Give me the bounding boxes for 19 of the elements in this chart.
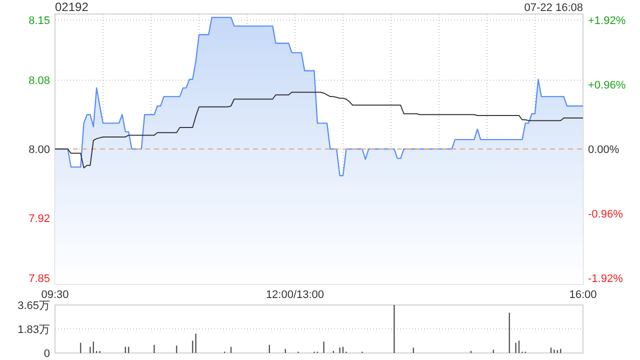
y-tick-label: 8.00 xyxy=(28,144,50,156)
x-tick-label: 12:00/13:00 xyxy=(266,289,324,301)
y2-tick-label: -1.92% xyxy=(588,272,624,285)
y-tick-label: 3.65万 xyxy=(18,300,50,312)
y-tick-label: 0 xyxy=(44,348,50,360)
x-tick-label: 09:30 xyxy=(41,289,69,301)
y-tick-label: 7.92 xyxy=(28,212,50,225)
y2-tick-label: +1.92% xyxy=(588,15,626,28)
y2-tick-label: 0.00% xyxy=(588,144,620,156)
y2-tick-label: -0.96% xyxy=(588,208,624,220)
y-tick-label: 8.15 xyxy=(28,15,50,28)
chart-subtitle: 07-22 16:08 xyxy=(524,2,583,14)
x-tick-label: 16:00 xyxy=(569,289,597,301)
chart-title: 02192 xyxy=(55,0,89,14)
y-tick-label: 7.85 xyxy=(28,272,50,285)
y-tick-label: 8.08 xyxy=(28,75,50,88)
y2-tick-label: +0.96% xyxy=(588,80,626,92)
line-series xyxy=(54,92,584,168)
y-tick-label: 1.83万 xyxy=(18,324,50,336)
